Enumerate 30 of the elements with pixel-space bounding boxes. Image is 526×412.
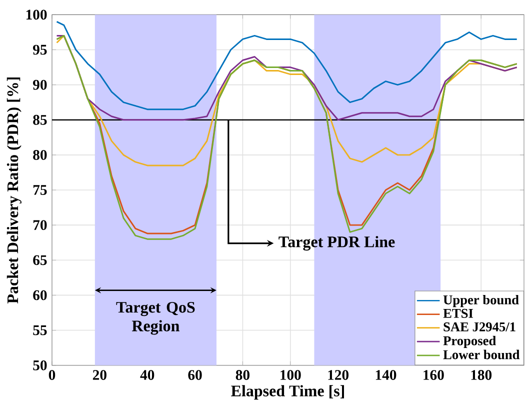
y-tick-label: 55 <box>33 325 47 336</box>
band-label: Target QoS Region <box>116 302 195 335</box>
x-axis-title: Elapsed Time [s] <box>231 385 344 400</box>
x-tick-label: 120 <box>328 370 348 380</box>
x-tick-label: 140 <box>376 370 396 380</box>
y-axis-title: Packet Delivery Ratio (PDR) [%] <box>6 77 22 304</box>
x-tick-label: 180 <box>471 370 492 380</box>
y-tick-label: 95 <box>33 44 47 55</box>
x-tick-label: 40 <box>140 370 154 380</box>
y-tick-label: 60 <box>33 290 47 300</box>
legend-label: Proposed <box>443 336 496 348</box>
x-tick-label: 80 <box>236 370 250 380</box>
legend-label: ETSI <box>443 308 473 318</box>
x-tick-label: 20 <box>92 370 106 380</box>
y-tick-label: 85 <box>33 114 47 125</box>
legend-label: Lower bound <box>443 350 520 360</box>
y-tick-label: 70 <box>33 220 47 230</box>
x-tick-label: 60 <box>188 370 202 380</box>
y-tick-label: 80 <box>33 150 47 160</box>
y-tick-label: 65 <box>33 255 47 266</box>
x-tick-label: 160 <box>424 370 444 380</box>
legend-label: Upper bound <box>443 294 519 308</box>
legend-label: SAE J2945/1 <box>444 322 516 332</box>
y-tick-label: 100 <box>26 10 47 20</box>
y-tick-label: 50 <box>33 360 47 370</box>
x-tick-label: 100 <box>280 370 301 380</box>
legend-label: Target PDR Line <box>278 236 395 251</box>
x-tick-label: 0 <box>48 370 56 380</box>
y-tick-label: 90 <box>33 80 47 90</box>
y-tick-label: 75 <box>33 185 47 195</box>
